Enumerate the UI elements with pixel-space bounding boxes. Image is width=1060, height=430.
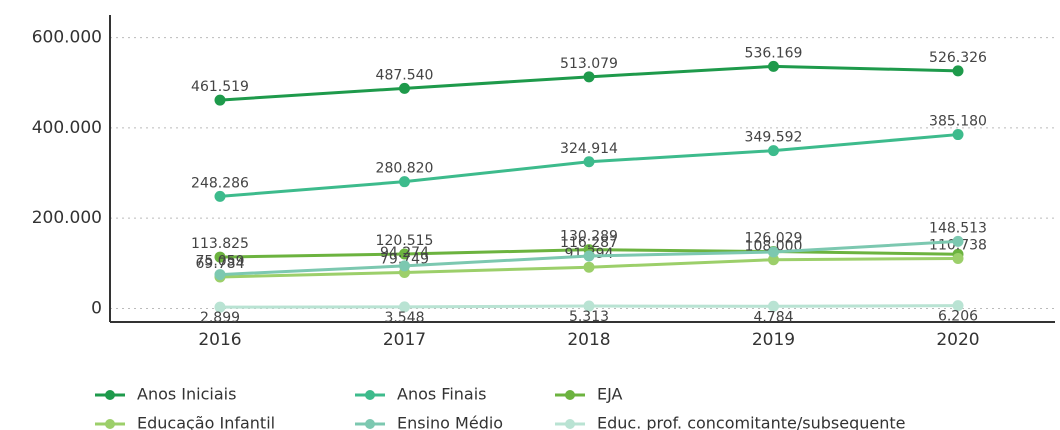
legend-label: Educação Infantil xyxy=(137,414,275,430)
data-label: 349.592 xyxy=(745,130,803,146)
data-point xyxy=(399,260,410,272)
data-label: 526.326 xyxy=(929,50,987,66)
data-label: 3.548 xyxy=(384,310,424,326)
data-label: 280.820 xyxy=(376,161,434,177)
data-point xyxy=(952,252,964,264)
data-label: 5.313 xyxy=(569,309,609,325)
data-point xyxy=(583,261,595,273)
data-point xyxy=(214,94,226,106)
data-point xyxy=(214,190,226,202)
data-label: 75.059 xyxy=(196,254,245,270)
data-label: 461.519 xyxy=(191,79,249,95)
legend-marker xyxy=(105,419,115,429)
legend-label: Ensino Médio xyxy=(397,414,503,430)
data-label: 113.825 xyxy=(191,236,249,252)
y-tick-label: 600.000 xyxy=(32,28,102,48)
y-tick-label: 400.000 xyxy=(32,118,102,138)
data-label: 513.079 xyxy=(560,56,618,72)
data-point xyxy=(214,301,226,313)
data-label: 6.206 xyxy=(938,309,978,325)
data-label: 324.914 xyxy=(560,141,618,157)
x-tick-label: 2017 xyxy=(383,330,426,350)
data-label: 120.515 xyxy=(376,233,434,249)
data-label: 126.029 xyxy=(745,231,803,247)
data-point xyxy=(768,60,779,72)
x-tick-label: 2018 xyxy=(567,330,610,350)
legend-marker xyxy=(365,390,375,400)
data-label: 79.749 xyxy=(380,251,429,267)
data-label: 487.540 xyxy=(376,67,434,83)
data-label: 4.784 xyxy=(753,309,793,325)
data-point xyxy=(214,269,226,281)
data-point xyxy=(399,176,410,188)
data-point xyxy=(768,300,779,312)
data-point xyxy=(768,246,779,258)
legend-label: EJA xyxy=(597,385,623,404)
data-point xyxy=(768,254,779,266)
data-label: 116.287 xyxy=(560,235,618,251)
data-point xyxy=(952,235,964,247)
legend-label: Anos Iniciais xyxy=(137,385,236,404)
data-point xyxy=(399,248,410,260)
legend-label: Educ. prof. concomitante/subsequente xyxy=(597,414,905,430)
legend-marker xyxy=(565,390,575,400)
data-label: 69.784 xyxy=(196,256,245,272)
legend-marker xyxy=(565,419,575,429)
data-label: 94.274 xyxy=(380,245,429,261)
data-point xyxy=(583,250,595,262)
x-tick-label: 2019 xyxy=(752,330,795,350)
legend-marker xyxy=(365,419,375,429)
data-point xyxy=(214,251,226,263)
data-point xyxy=(952,129,964,141)
data-label: 385.180 xyxy=(929,114,987,130)
x-tick-label: 2020 xyxy=(936,330,979,350)
data-point xyxy=(952,300,964,312)
data-label: 130.289 xyxy=(560,229,618,245)
data-point xyxy=(768,145,779,157)
data-point xyxy=(399,301,410,313)
data-point xyxy=(583,156,595,168)
data-label: 248.286 xyxy=(191,175,249,191)
x-tick-label: 2016 xyxy=(198,330,241,350)
data-point xyxy=(583,300,595,312)
data-point xyxy=(583,71,595,83)
y-tick-label: 0 xyxy=(91,298,102,318)
data-label: 2.899 xyxy=(200,310,240,326)
data-label: 148.513 xyxy=(929,220,987,236)
y-tick-label: 200.000 xyxy=(32,208,102,228)
legend-marker xyxy=(105,390,115,400)
data-point xyxy=(952,65,964,77)
data-label: 536.169 xyxy=(745,45,803,61)
legend-label: Anos Finais xyxy=(397,385,487,404)
data-point xyxy=(399,82,410,94)
